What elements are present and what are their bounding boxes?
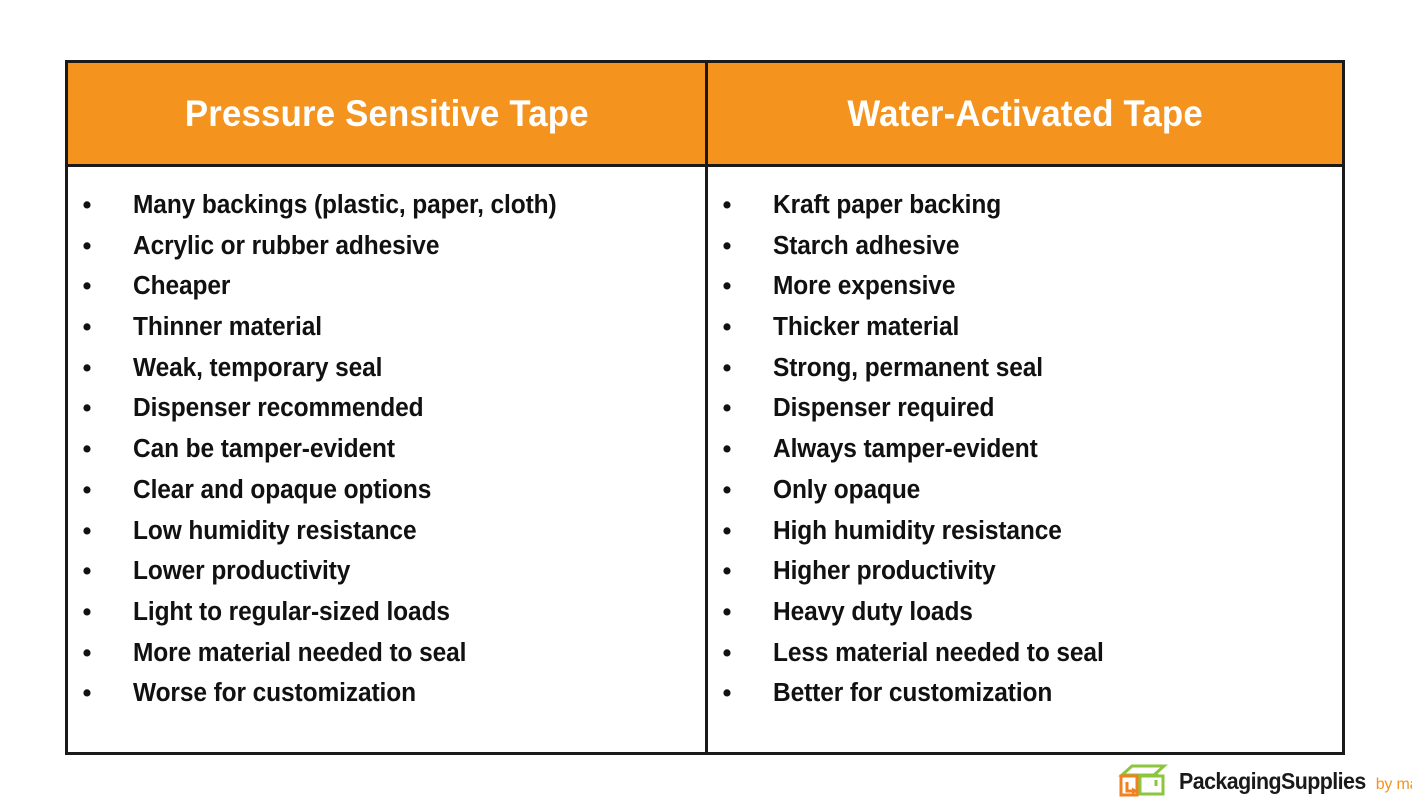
brand-logo[interactable]: PackagingSupplies by mail bbox=[1118, 763, 1412, 799]
bullet-icon: • bbox=[722, 313, 732, 342]
bullet-icon: • bbox=[82, 557, 92, 586]
bullet-icon: • bbox=[82, 394, 92, 423]
table-body-cell-water-activated-tape: • Kraft paper backing • Starch adhesive • M… bbox=[705, 167, 1342, 752]
list-item: • Cheaper bbox=[68, 266, 705, 307]
bullet-icon: • bbox=[722, 394, 732, 423]
list-item-label: Worse for customization bbox=[133, 679, 416, 708]
list-item: • Thinner material bbox=[68, 307, 705, 348]
list-item-label: Can be tamper-evident bbox=[133, 435, 395, 464]
list-item-label: Clear and opaque options bbox=[133, 475, 432, 504]
bullet-icon: • bbox=[722, 597, 732, 626]
list-item-label: Heavy duty loads bbox=[773, 597, 973, 626]
list-item: • More expensive bbox=[708, 266, 1342, 307]
table-header-cell-water-activated-tape: Water-Activated Tape bbox=[705, 63, 1342, 164]
list-item: • Lower productivity bbox=[68, 551, 705, 592]
list-item-label: Cheaper bbox=[133, 272, 231, 301]
list-item-label: High humidity resistance bbox=[773, 516, 1062, 545]
list-item-label: Higher productivity bbox=[773, 557, 996, 586]
list-item: • Only opaque bbox=[708, 470, 1342, 511]
list-item: • Starch adhesive bbox=[708, 226, 1342, 267]
list-item-label: Less material needed to seal bbox=[773, 638, 1104, 667]
bullet-icon: • bbox=[722, 435, 732, 464]
list-item-label: More expensive bbox=[773, 272, 956, 301]
bullet-icon: • bbox=[722, 353, 732, 382]
list-item: • Acrylic or rubber adhesive bbox=[68, 226, 705, 267]
bullet-icon: • bbox=[82, 191, 92, 219]
feature-list-pressure-sensitive-tape: • Many backings (plastic, paper, cloth) •… bbox=[68, 185, 705, 714]
bullet-icon: • bbox=[722, 272, 732, 301]
table-body-row: • Many backings (plastic, paper, cloth) •… bbox=[68, 167, 1342, 752]
list-item-label: Thicker material bbox=[773, 313, 960, 342]
open-box-icon bbox=[1118, 764, 1168, 797]
list-item-label: Lower productivity bbox=[133, 557, 351, 586]
bullet-icon: • bbox=[722, 516, 732, 545]
list-item: • Better for customization bbox=[708, 673, 1342, 714]
comparison-table: Pressure Sensitive Tape Water-Activated … bbox=[65, 60, 1345, 755]
list-item: • Light to regular-sized loads bbox=[68, 592, 705, 633]
list-item-label: Always tamper-evident bbox=[773, 435, 1038, 464]
list-item: • More material needed to seal bbox=[68, 633, 705, 674]
list-item-label: Dispenser recommended bbox=[133, 394, 424, 423]
list-item-label: Thinner material bbox=[133, 313, 322, 342]
list-item-label: Better for customization bbox=[773, 679, 1053, 708]
table-header-row: Pressure Sensitive Tape Water-Activated … bbox=[68, 63, 1342, 167]
list-item-label: Weak, temporary seal bbox=[133, 353, 383, 382]
bullet-icon: • bbox=[722, 475, 732, 504]
logo-wordmark: PackagingSupplies by mail bbox=[1172, 768, 1412, 795]
table-body-cell-pressure-sensitive-tape: • Many backings (plastic, paper, cloth) •… bbox=[68, 167, 705, 752]
bullet-icon: • bbox=[82, 638, 92, 667]
list-item: • Heavy duty loads bbox=[708, 592, 1342, 633]
list-item: • Kraft paper backing bbox=[708, 185, 1342, 226]
list-item: • Weak, temporary seal bbox=[68, 348, 705, 389]
list-item: • Clear and opaque options bbox=[68, 470, 705, 511]
bullet-icon: • bbox=[82, 313, 92, 342]
list-item-label: Many backings (plastic, paper, cloth) bbox=[133, 191, 557, 219]
bullet-icon: • bbox=[82, 435, 92, 464]
bullet-icon: • bbox=[722, 231, 732, 260]
list-item: • Less material needed to seal bbox=[708, 633, 1342, 674]
bullet-icon: • bbox=[82, 272, 92, 301]
bullet-icon: • bbox=[82, 353, 92, 382]
list-item: • Dispenser required bbox=[708, 388, 1342, 429]
list-item: • Strong, permanent seal bbox=[708, 348, 1342, 389]
list-item-label: Dispenser required bbox=[773, 394, 995, 423]
bullet-icon: • bbox=[722, 191, 732, 219]
bullet-icon: • bbox=[82, 679, 92, 708]
list-item-label: Acrylic or rubber adhesive bbox=[133, 231, 440, 260]
column-header-title: Water-Activated Tape bbox=[847, 93, 1203, 134]
list-item-label: Only opaque bbox=[773, 475, 921, 504]
bullet-icon: • bbox=[82, 516, 92, 545]
list-item: • Low humidity resistance bbox=[68, 511, 705, 552]
list-item-label: Low humidity resistance bbox=[133, 516, 417, 545]
logo-primary-text: PackagingSupplies bbox=[1179, 767, 1366, 794]
list-item: • Always tamper-evident bbox=[708, 429, 1342, 470]
list-item-label: More material needed to seal bbox=[133, 638, 467, 667]
list-item: • Dispenser recommended bbox=[68, 388, 705, 429]
list-item: • Worse for customization bbox=[68, 673, 705, 714]
list-item: • Can be tamper-evident bbox=[68, 429, 705, 470]
bullet-icon: • bbox=[82, 231, 92, 260]
logo-secondary-text: by mail bbox=[1375, 775, 1412, 793]
bullet-icon: • bbox=[82, 475, 92, 504]
feature-list-water-activated-tape: • Kraft paper backing • Starch adhesive • M… bbox=[708, 185, 1342, 714]
table-header-cell-pressure-sensitive-tape: Pressure Sensitive Tape bbox=[68, 63, 705, 164]
column-header-title: Pressure Sensitive Tape bbox=[184, 93, 589, 134]
list-item: • Many backings (plastic, paper, cloth) bbox=[68, 185, 705, 226]
list-item-label: Starch adhesive bbox=[773, 231, 960, 260]
bullet-icon: • bbox=[722, 557, 732, 586]
list-item-label: Strong, permanent seal bbox=[773, 353, 1043, 382]
list-item: • Thicker material bbox=[708, 307, 1342, 348]
list-item: • High humidity resistance bbox=[708, 511, 1342, 552]
bullet-icon: • bbox=[722, 638, 732, 667]
list-item-label: Light to regular-sized loads bbox=[133, 597, 450, 626]
bullet-icon: • bbox=[722, 679, 732, 708]
list-item: • Higher productivity bbox=[708, 551, 1342, 592]
list-item-label: Kraft paper backing bbox=[773, 191, 1002, 219]
bullet-icon: • bbox=[82, 597, 92, 626]
